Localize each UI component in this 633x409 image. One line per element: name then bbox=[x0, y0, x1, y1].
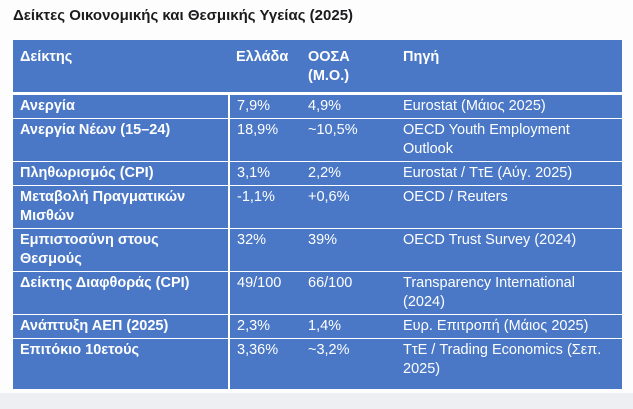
oecd-value-cell: ~10,5% bbox=[301, 118, 396, 162]
table-row: Ανάπτυξη ΑΕΠ (2025) 2,3% 1,4% Ευρ. Επιτρ… bbox=[13, 314, 622, 339]
indicator-name-cell: Εμπιστοσύνη στους Θεσμούς bbox=[13, 228, 230, 272]
source-cell: OECD / Reuters bbox=[396, 185, 622, 229]
indicator-name-cell: Ανάπτυξη ΑΕΠ (2025) bbox=[13, 314, 230, 339]
greece-value-cell: 3,36% bbox=[229, 338, 301, 389]
greece-value-cell: 49/100 bbox=[229, 271, 301, 315]
source-cell: OECD Youth Employment Outlook bbox=[396, 118, 622, 162]
source-cell: Transparency International (2024) bbox=[396, 271, 622, 315]
source-cell: OECD Trust Survey (2024) bbox=[396, 228, 622, 272]
table-row: Πληθωρισμός (CPI) 3,1% 2,2% Eurostat / Τ… bbox=[13, 161, 622, 186]
indicator-name-cell: Ανεργία bbox=[13, 93, 230, 119]
oecd-value-cell: 1,4% bbox=[301, 314, 396, 339]
oecd-value-cell: 39% bbox=[301, 228, 396, 272]
source-cell: Eurostat / ΤτΕ (Αύγ. 2025) bbox=[396, 161, 622, 186]
column-header-indicator: Δείκτης bbox=[13, 40, 229, 95]
column-header-oecd: ΟΟΣΑ (Μ.Ο.) bbox=[301, 40, 396, 95]
column-header-source: Πηγή bbox=[396, 40, 622, 95]
oecd-value-cell: +0,6% bbox=[301, 185, 396, 229]
source-cell: Eurostat (Μάιος 2025) bbox=[403, 98, 546, 114]
greece-value-cell: 3,1% bbox=[229, 161, 301, 186]
page-bottom-strip bbox=[0, 393, 633, 409]
indicator-name-cell: Μεταβολή Πραγματικών Μισθών bbox=[13, 185, 230, 229]
source-cell: Ευρ. Επιτροπή (Μάιος 2025) bbox=[396, 314, 622, 339]
source-cell: ΤτΕ / Trading Economics (Σεπ. 2025) bbox=[396, 338, 622, 389]
indicator-name-cell: Ανεργία Νέων (15–24) bbox=[13, 118, 230, 162]
table-row: Ανεργία 7,9% 4,9% Eurostat (Μάιος 2025) bbox=[13, 93, 622, 119]
indicator-name-cell: Πληθωρισμός (CPI) bbox=[13, 161, 230, 186]
indicators-table: Δείκτης Ελλάδα ΟΟΣΑ (Μ.Ο.) Πηγή Ανεργία … bbox=[13, 40, 622, 389]
indicator-name-cell: Επιτόκιο 10ετούς bbox=[13, 338, 230, 389]
column-header-greece: Ελλάδα bbox=[229, 40, 301, 95]
greece-value-cell: 18,9% bbox=[229, 118, 301, 162]
table-row: Εμπιστοσύνη στους Θεσμούς 32% 39% OECD T… bbox=[13, 228, 622, 272]
table-row: Ανεργία Νέων (15–24) 18,9% ~10,5% OECD Y… bbox=[13, 118, 622, 162]
oecd-value-cell: ~3,2% bbox=[301, 338, 396, 389]
table-row: Δείκτης Διαφθοράς (CPI) 49/100 66/100 Tr… bbox=[13, 271, 622, 315]
oecd-value-cell: 4,9% bbox=[308, 98, 342, 114]
page-title: Δείκτες Οικονομικής και Θεσμικής Υγείας … bbox=[13, 7, 354, 24]
greece-value-cell: 7,9% bbox=[237, 98, 271, 114]
greece-value-cell: 32% bbox=[229, 228, 301, 272]
oecd-value-cell: 66/100 bbox=[301, 271, 396, 315]
table-row: Μεταβολή Πραγματικών Μισθών -1,1% +0,6% … bbox=[13, 185, 622, 229]
indicator-name-cell: Δείκτης Διαφθοράς (CPI) bbox=[13, 271, 230, 315]
table-header-row: Δείκτης Ελλάδα ΟΟΣΑ (Μ.Ο.) Πηγή bbox=[13, 40, 622, 95]
greece-value-cell: -1,1% bbox=[229, 185, 301, 229]
oecd-value-cell: 2,2% bbox=[301, 161, 396, 186]
greece-value-cell: 2,3% bbox=[229, 314, 301, 339]
table-row: Επιτόκιο 10ετούς 3,36% ~3,2% ΤτΕ / Tradi… bbox=[13, 338, 622, 389]
